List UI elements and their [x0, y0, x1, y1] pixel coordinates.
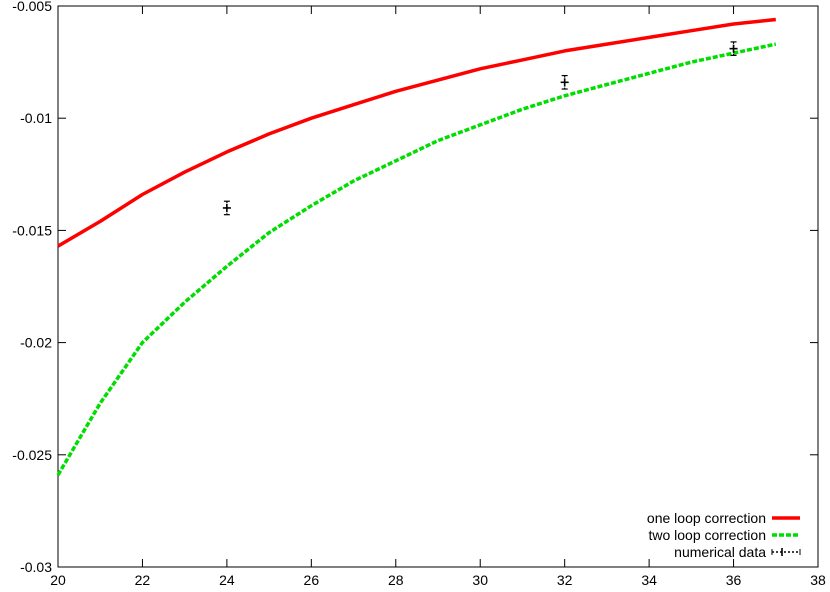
y-tick-label: -0.025: [12, 447, 52, 463]
x-tick-label: 28: [388, 572, 404, 588]
x-tick-label: 36: [726, 572, 742, 588]
series-line-0: [57, 17, 776, 248]
data-point: [560, 74, 569, 90]
legend-label: one loop correction: [647, 510, 766, 526]
y-tick-label: -0.02: [20, 335, 52, 351]
x-tick-label: 24: [219, 572, 235, 588]
series-layer: [56, 17, 777, 476]
ticks-layer: 20 22 24 26 28 30 32 34 36 38 -0.03 -0.025 -0.02 -0.0…: [12, 0, 826, 588]
series-line-1: [56, 42, 777, 476]
data-point: [729, 41, 738, 56]
x-tick-label: 30: [472, 572, 488, 588]
legend-label: numerical data: [674, 544, 766, 560]
y-tick-label: -0.01: [20, 110, 52, 126]
x-tick-label: 20: [50, 572, 66, 588]
y-tick-label: -0.015: [12, 222, 52, 238]
legend-label: two loop correction: [648, 527, 766, 543]
y-tick-label: -0.03: [20, 559, 52, 575]
x-tick-label: 34: [641, 572, 657, 588]
x-tick-label: 32: [557, 572, 573, 588]
plot-frame: [57, 5, 819, 568]
axes-layer: [57, 5, 819, 568]
x-tick-label: 38: [810, 572, 826, 588]
y-tick-label: -0.005: [12, 0, 52, 14]
data-point: [222, 200, 231, 216]
x-tick-label: 22: [135, 572, 151, 588]
x-tick-label: 26: [304, 572, 320, 588]
